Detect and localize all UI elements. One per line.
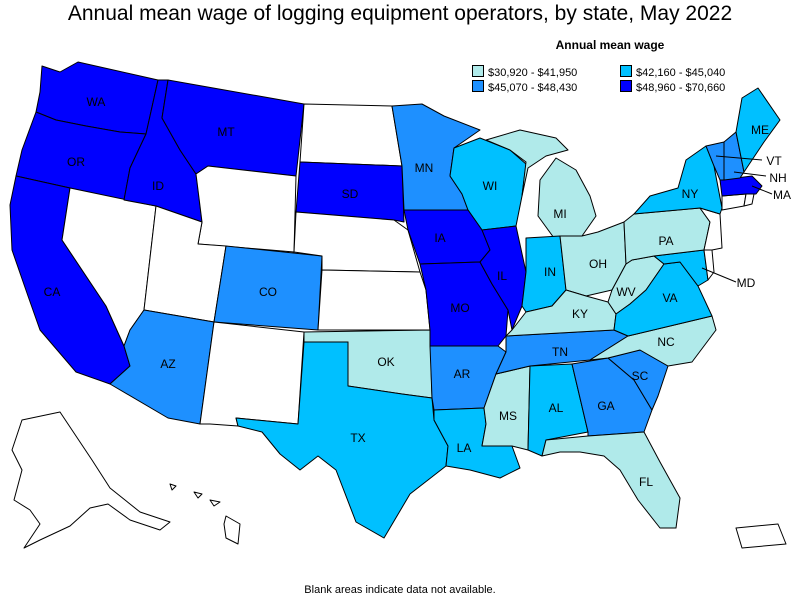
state-NM[interactable] <box>199 321 305 427</box>
state-TX[interactable] <box>235 341 449 539</box>
label-AR: AR <box>454 367 471 381</box>
state-HI[interactable] <box>169 483 241 545</box>
label-ME: ME <box>751 123 769 137</box>
legend-label-4: $48,960 - $70,660 <box>636 82 726 94</box>
state-NH[interactable] <box>723 131 745 181</box>
label-PA: PA <box>658 234 673 248</box>
label-KY: KY <box>572 307 588 321</box>
leader-VT <box>715 155 763 161</box>
label-MN: MN <box>415 161 434 175</box>
label-LA: LA <box>457 441 472 455</box>
label-WI: WI <box>483 179 498 193</box>
label-IL: IL <box>497 269 507 283</box>
label-MS: MS <box>499 409 517 423</box>
state-SD[interactable] <box>295 161 405 223</box>
legend-swatch-1 <box>472 65 484 77</box>
label-OR: OR <box>67 155 85 169</box>
label-TN: TN <box>552 345 568 359</box>
label-AZ: AZ <box>160 357 175 371</box>
state-ME[interactable] <box>735 87 781 173</box>
legend-swatch-2 <box>620 65 632 77</box>
state-MA[interactable] <box>719 175 763 197</box>
map-title: Annual mean wage of logging equipment op… <box>67 2 733 25</box>
label-MA: MA <box>773 188 791 202</box>
label-NH: NH <box>769 171 786 185</box>
label-MT: MT <box>217 125 235 139</box>
label-NY: NY <box>682 187 699 201</box>
legend-swatch-4 <box>620 80 632 92</box>
label-SD: SD <box>342 187 359 201</box>
state-AK[interactable] <box>11 411 171 549</box>
label-CA: CA <box>44 285 61 299</box>
label-CO: CO <box>259 285 277 299</box>
label-MD: MD <box>737 276 756 290</box>
state-RI[interactable] <box>743 193 755 207</box>
label-FL: FL <box>639 475 653 489</box>
state-NY[interactable] <box>633 145 723 215</box>
label-IN: IN <box>544 265 556 279</box>
legend-item-2: $42,160 - $45,040 <box>620 65 725 79</box>
label-MO: MO <box>450 301 469 315</box>
label-OH: OH <box>589 257 607 271</box>
label-GA: GA <box>597 399 614 413</box>
label-IA: IA <box>434 231 445 245</box>
label-VT: VT <box>766 154 782 168</box>
leader-MA <box>751 185 773 195</box>
state-ND[interactable] <box>299 103 403 167</box>
label-MI: MI <box>553 207 566 221</box>
state-PR[interactable] <box>735 523 787 549</box>
state-CT[interactable] <box>721 193 747 211</box>
legend-label-3: $45,070 - $48,430 <box>488 82 578 94</box>
state-KS[interactable] <box>317 269 431 331</box>
legend-item-3: $45,070 - $48,430 <box>472 80 577 94</box>
leader-NH <box>733 171 767 177</box>
state-IL[interactable] <box>479 225 527 331</box>
leader-MD <box>701 267 737 283</box>
state-KY[interactable] <box>505 289 617 337</box>
label-OK: OK <box>377 355 394 369</box>
state-WY[interactable] <box>195 165 297 253</box>
label-TX: TX <box>350 431 365 445</box>
label-WA: WA <box>87 95 106 109</box>
legend-title: Annual mean wage <box>555 38 665 52</box>
label-VA: VA <box>662 291 677 305</box>
state-VT[interactable] <box>705 141 725 181</box>
label-ID: ID <box>152 179 164 193</box>
legend-item-4: $48,960 - $70,660 <box>620 80 725 94</box>
footnote: Blank areas indicate data not available. <box>304 584 496 596</box>
legend-label-2: $42,160 - $45,040 <box>636 67 726 79</box>
label-NC: NC <box>657 335 675 349</box>
state-MI[interactable] <box>485 129 597 239</box>
legend-swatch-3 <box>472 80 484 92</box>
label-WV: WV <box>616 285 635 299</box>
legend-item-1: $30,920 - $41,950 <box>472 65 577 79</box>
label-SC: SC <box>632 369 649 383</box>
label-AL: AL <box>549 401 564 415</box>
legend-label-1: $30,920 - $41,950 <box>488 67 578 79</box>
state-FL[interactable] <box>541 431 681 529</box>
